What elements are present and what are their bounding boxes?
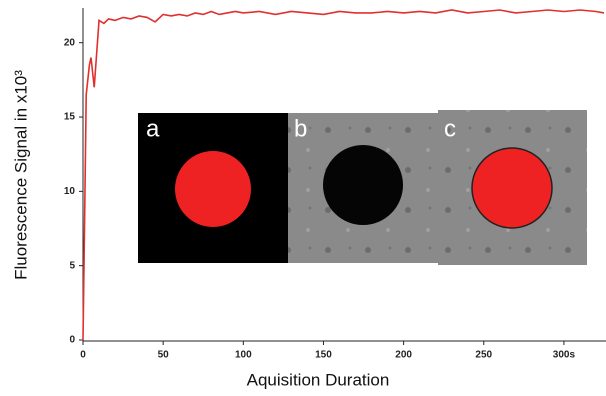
y-tick-label: 5 xyxy=(69,260,75,271)
x-tick-label: 300s xyxy=(553,350,576,361)
x-tick-label: 0 xyxy=(80,350,86,361)
panel-label: a xyxy=(146,115,160,142)
x-tick-label: 150 xyxy=(315,350,332,361)
x-axis-label: Aquisition Duration xyxy=(247,370,390,389)
panel-label: b xyxy=(294,115,307,142)
spot xyxy=(323,145,403,225)
spot xyxy=(175,151,251,227)
inset-images: a b c xyxy=(138,110,587,265)
x-tick-label: 200 xyxy=(395,350,412,361)
spot xyxy=(472,148,552,228)
y-axis-label: Fluorescence Signal in x10³ xyxy=(11,70,30,280)
y-tick-label: 0 xyxy=(69,335,75,346)
y-tick-label: 15 xyxy=(64,112,76,123)
x-tick-label: 250 xyxy=(475,350,492,361)
chart: a b c Aquisition Duration Fluorescence S… xyxy=(0,0,606,391)
x-tick-label: 50 xyxy=(158,350,170,361)
panel-label: c xyxy=(444,115,456,142)
y-tick-label: 20 xyxy=(64,37,76,48)
x-tick-label: 100 xyxy=(235,350,252,361)
y-tick-label: 10 xyxy=(64,186,76,197)
